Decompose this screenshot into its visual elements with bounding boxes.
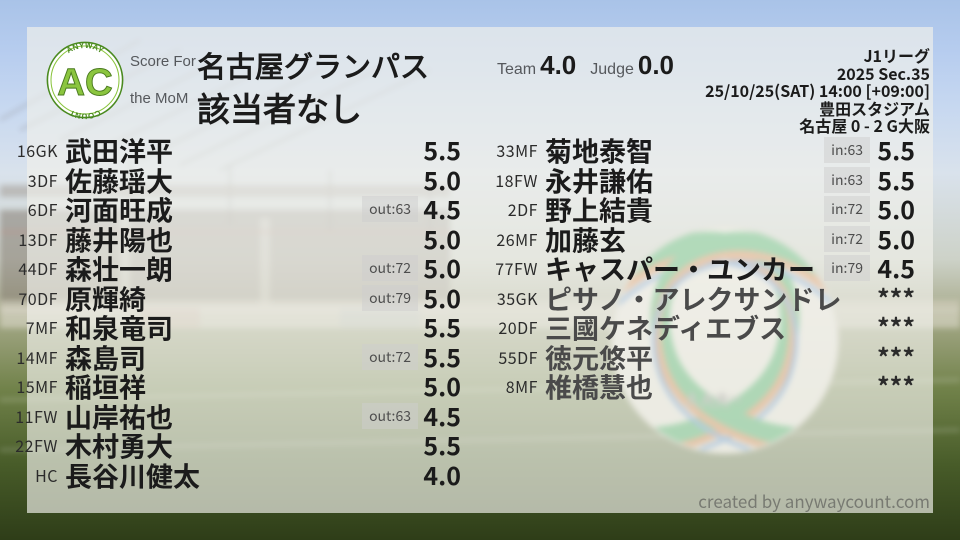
svg-text:AC: AC: [57, 61, 112, 104]
